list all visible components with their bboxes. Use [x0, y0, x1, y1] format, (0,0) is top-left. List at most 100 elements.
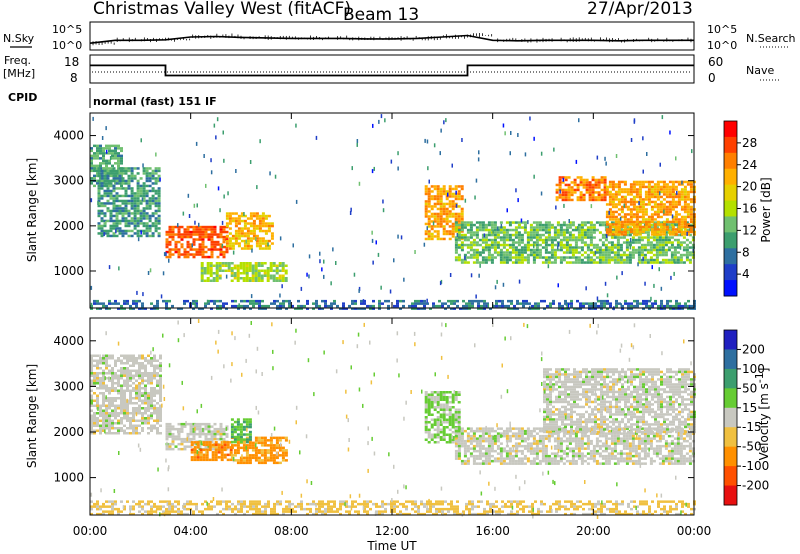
heatmap-cell: [674, 203, 678, 206]
heatmap-cell: [93, 399, 96, 402]
heatmap-cell: [245, 446, 249, 450]
heatmap-cell: [267, 244, 271, 248]
heatmap-cell: [689, 220, 693, 224]
heatmap-cell: [252, 214, 256, 218]
heatmap-cell: [600, 304, 603, 308]
heatmap-cell: [463, 226, 467, 229]
heatmap-cell: [680, 195, 684, 199]
heatmap-cell: [165, 230, 169, 234]
heatmap-cell: [284, 459, 288, 462]
heatmap-cell: [177, 233, 181, 236]
heatmap-cell: [650, 233, 654, 236]
heatmap-cell: [180, 243, 184, 246]
heatmap-cell: [607, 251, 611, 254]
heatmap-cell: [204, 302, 207, 305]
heatmap-cell: [150, 357, 153, 360]
heatmap-cell: [617, 230, 621, 234]
heatmap-cell: [607, 246, 611, 249]
heatmap-cell: [387, 304, 390, 308]
heatmap-cell: [129, 397, 132, 400]
heatmap-cell: [210, 445, 214, 448]
heatmap-cell: [281, 267, 285, 270]
heatmap-cell: [644, 185, 648, 189]
heatmap-cell: [535, 246, 539, 249]
heatmap-cell: [93, 412, 96, 415]
heatmap-cell: [645, 299, 648, 303]
heatmap-cell: [90, 422, 93, 425]
heatmap-cell: [638, 208, 642, 211]
heatmap-cell: [430, 426, 434, 429]
heatmap-cell: [266, 269, 270, 272]
heatmap-cell: [96, 182, 99, 185]
heatmap-cell: [231, 237, 235, 240]
heatmap-cell: [442, 408, 446, 411]
heatmap-cell: [245, 436, 249, 440]
heatmap-cell: [495, 299, 498, 303]
heatmap-cell: [132, 387, 135, 390]
heatmap-cell: [153, 387, 156, 390]
heatmap-cell: [306, 299, 309, 303]
heatmap-noise: [373, 166, 375, 171]
heatmap-cell: [550, 248, 554, 252]
heatmap-cell: [427, 436, 431, 439]
heatmap-cell: [211, 453, 215, 457]
heatmap-cell: [105, 422, 108, 425]
heatmap-cell: [635, 180, 639, 184]
heatmap-cell: [144, 389, 147, 392]
heatmap-cell: [591, 304, 594, 308]
heatmap-cell: [159, 364, 162, 367]
heatmap-cell: [576, 183, 580, 187]
heatmap-cell: [603, 299, 606, 303]
heatmap-cell: [629, 210, 633, 214]
heatmap-cell: [577, 236, 581, 239]
heatmap-cell: [604, 261, 608, 264]
heatmap-cell: [269, 454, 273, 457]
heatmap-cell: [272, 449, 276, 452]
heatmap-cell: [183, 302, 186, 305]
heatmap-cell: [638, 188, 642, 191]
heatmap-cell: [433, 436, 437, 439]
heatmap-cell: [205, 451, 209, 454]
heatmap-cell: [475, 233, 479, 237]
heatmap-cell: [258, 302, 261, 305]
heatmap-cell: [508, 228, 512, 232]
heatmap-cell: [508, 236, 512, 239]
heatmap-cell: [475, 228, 479, 232]
heatmap-cell: [230, 262, 234, 265]
heatmap-cell: [267, 214, 271, 218]
heatmap-cell: [154, 197, 158, 200]
heatmap-cell: [547, 228, 551, 232]
heatmap-cell: [207, 437, 211, 441]
heatmap-cell: [138, 407, 141, 410]
heatmap-cell: [689, 225, 693, 229]
heatmap-cell: [251, 441, 255, 445]
heatmap-cell: [230, 423, 234, 426]
heatmap-cell: [263, 436, 267, 440]
heatmap-cell: [577, 226, 581, 229]
heatmap-cell: [436, 200, 440, 203]
heatmap-cell: [216, 432, 220, 436]
heatmap-cell: [608, 223, 612, 226]
heatmap-cell: [230, 269, 234, 272]
heatmap-cell: [109, 192, 113, 195]
heatmap-noise: [670, 275, 672, 280]
heatmap-cell: [665, 188, 669, 191]
heatmap-cell: [457, 223, 461, 227]
heatmap-cell: [144, 364, 147, 367]
heatmap-cell: [263, 454, 267, 457]
heatmap-cell: [559, 256, 563, 259]
heatmap-cell: [138, 424, 141, 427]
heatmap-cell: [609, 304, 612, 308]
heatmap-cell: [198, 442, 202, 446]
heatmap-cell: [454, 228, 458, 232]
heatmap-cell: [195, 248, 199, 251]
heatmap-cell: [108, 147, 111, 150]
heatmap-cell: [144, 402, 147, 405]
heatmap-cell: [617, 208, 621, 211]
heatmap-cell: [445, 398, 449, 401]
heatmap-cell: [544, 243, 548, 247]
heatmap-cell: [604, 253, 608, 257]
heatmap-cell: [97, 202, 101, 205]
heatmap-cell: [589, 238, 593, 242]
heatmap-cell: [242, 461, 246, 465]
